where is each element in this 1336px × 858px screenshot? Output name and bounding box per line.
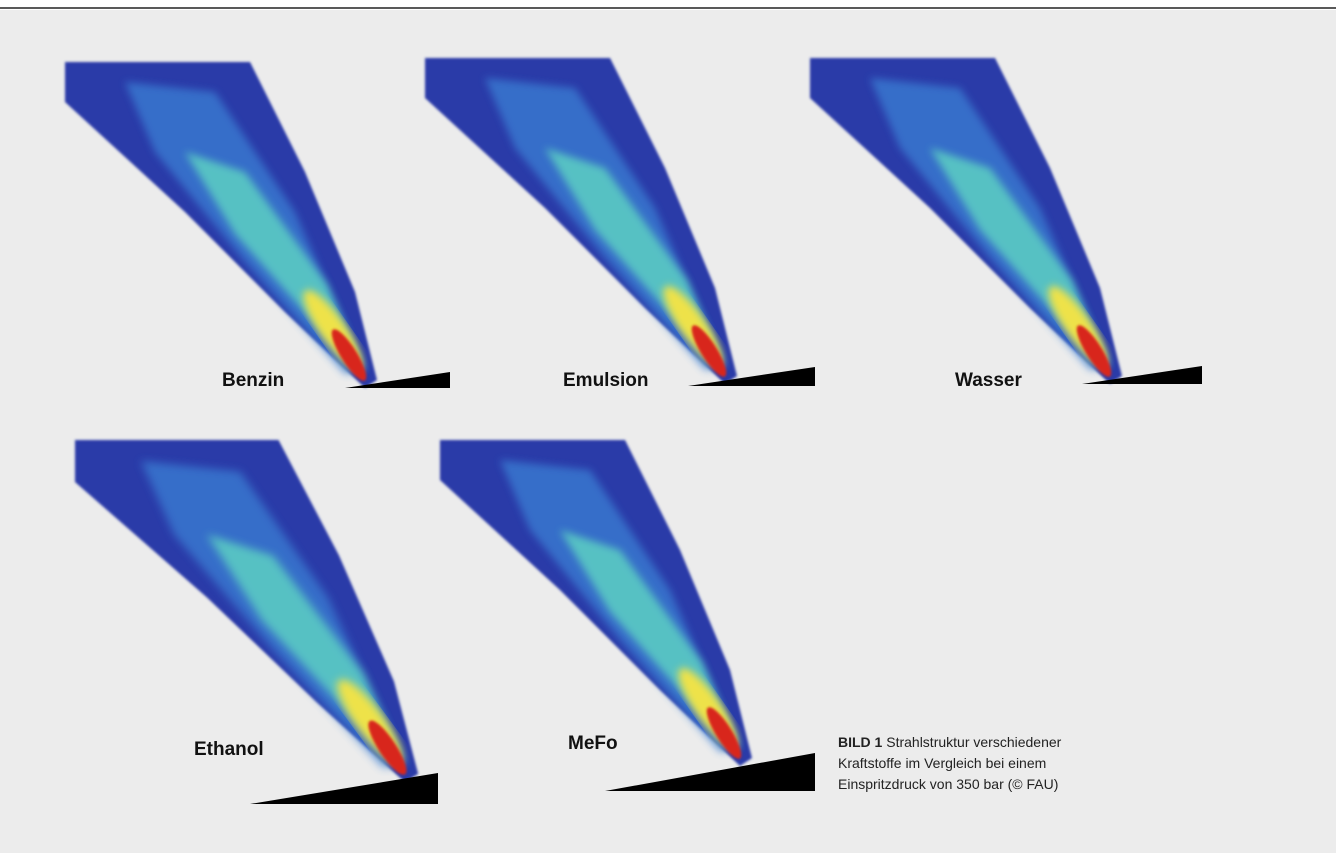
panel-label: Wasser [955, 370, 1022, 391]
panel-label: Benzin [222, 370, 284, 391]
panel-label: Ethanol [194, 739, 264, 760]
caption: BILD 1 Strahlstruktur verschiedener Kraf… [838, 734, 1062, 792]
figure: Benzin Emulsion Wasser Ethanol MeFo BILD… [0, 0, 1336, 853]
panel-label: Emulsion [563, 370, 649, 391]
caption-line: BILD 1 Strahlstruktur verschiedener [838, 734, 1062, 750]
caption-line: Kraftstoffe im Vergleich bei einem [838, 755, 1046, 771]
caption-label: BILD 1 [838, 734, 883, 750]
caption-line: Einspritzdruck von 350 bar (© FAU) [838, 776, 1058, 792]
panel-label: MeFo [568, 733, 618, 754]
caption-text: Strahlstruktur verschiedener [886, 734, 1061, 750]
